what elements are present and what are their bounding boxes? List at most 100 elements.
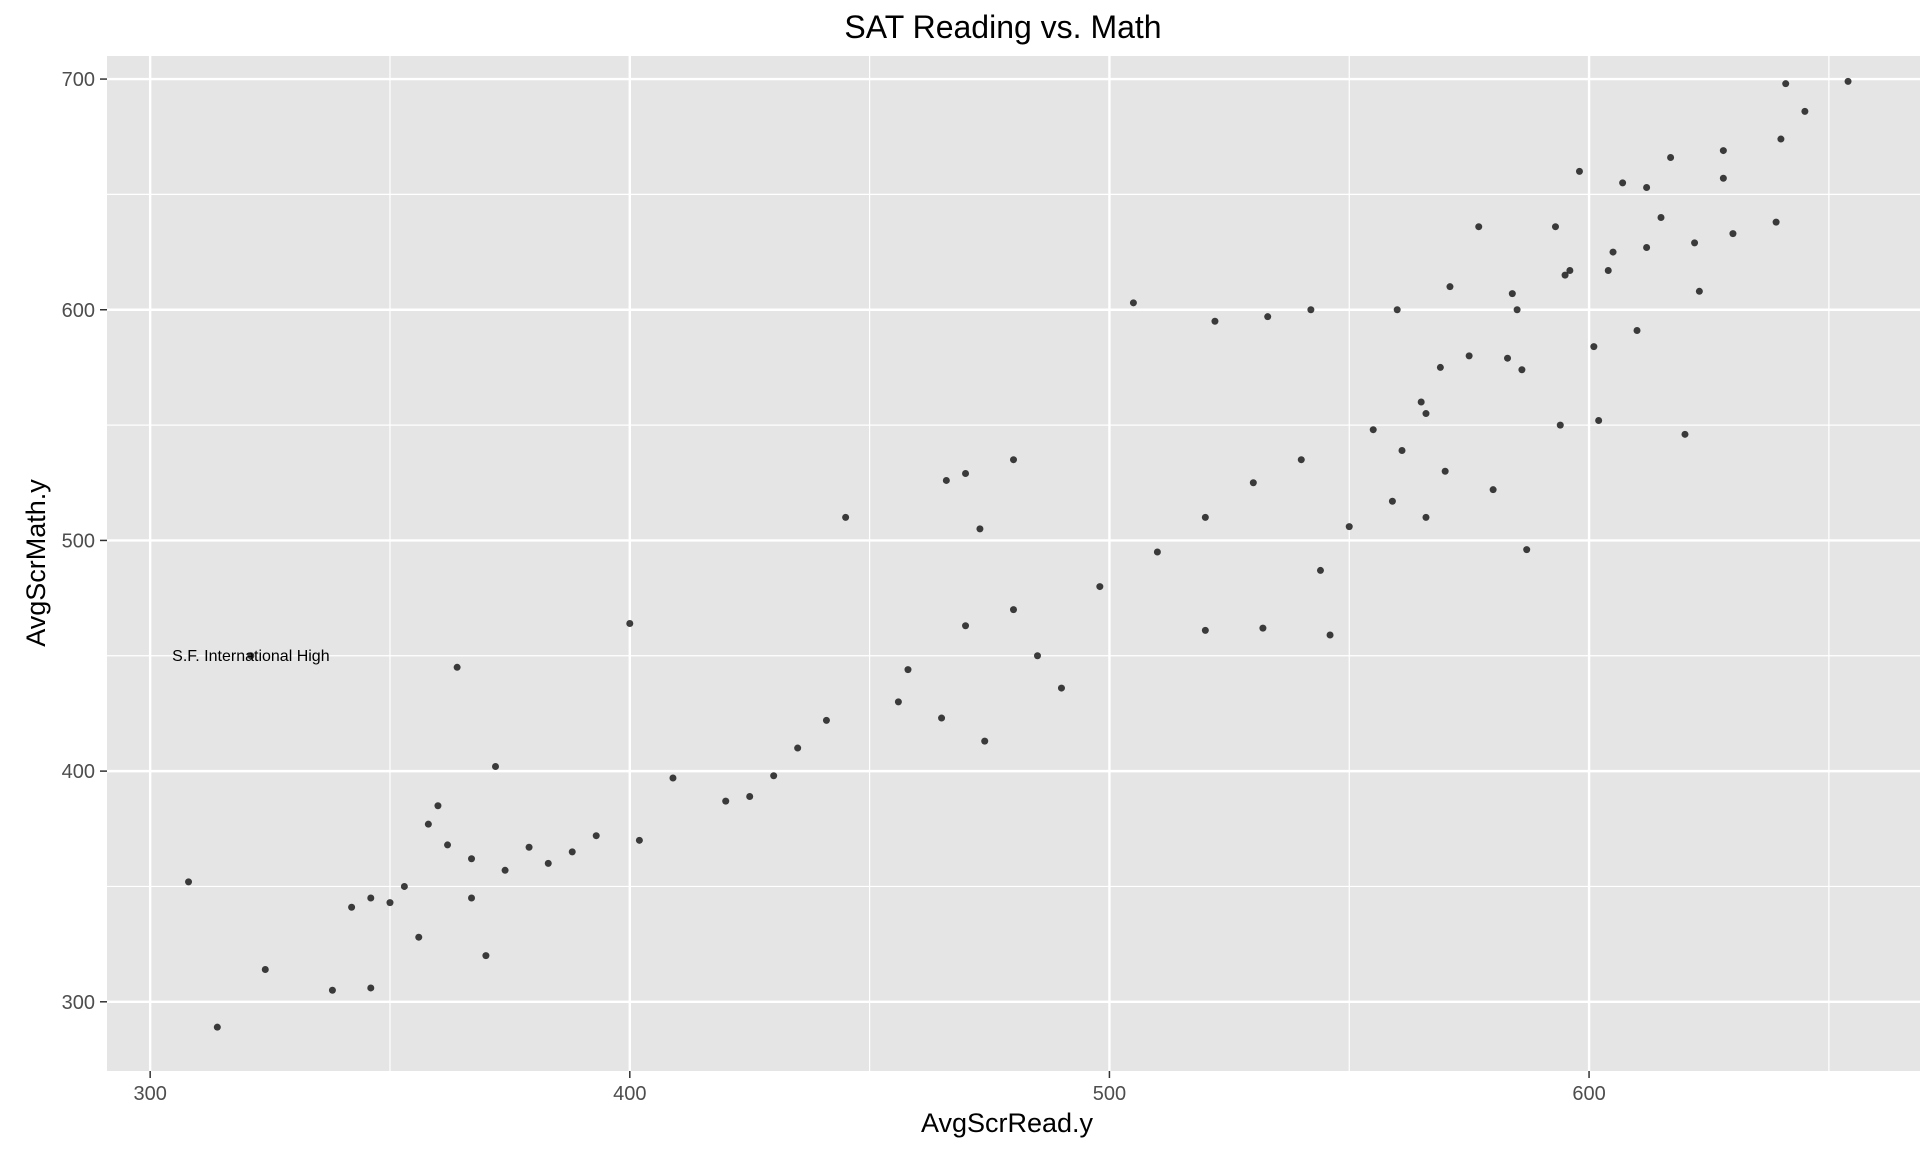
data-point xyxy=(1772,218,1780,226)
data-point xyxy=(1561,271,1569,279)
data-point xyxy=(669,774,677,782)
y-tick-label: 600 xyxy=(62,300,95,322)
data-point xyxy=(328,986,336,994)
data-point xyxy=(1489,486,1497,494)
data-point xyxy=(1326,631,1334,639)
data-point xyxy=(501,866,509,874)
data-point xyxy=(1643,183,1651,191)
data-point xyxy=(1388,497,1396,505)
data-point xyxy=(1259,624,1267,632)
data-point xyxy=(544,859,552,867)
data-point xyxy=(444,841,452,849)
data-point xyxy=(1096,583,1104,591)
data-point xyxy=(822,716,830,724)
data-point xyxy=(400,882,408,890)
data-point xyxy=(1556,421,1564,429)
data-point xyxy=(247,652,255,660)
x-tick-label: 600 xyxy=(1572,1083,1605,1105)
data-point xyxy=(1422,410,1430,418)
plot-panel xyxy=(107,56,1920,1071)
data-point xyxy=(635,836,643,844)
data-point xyxy=(525,843,533,851)
data-points xyxy=(185,77,1852,1031)
data-point xyxy=(1475,223,1483,231)
x-tick-label: 300 xyxy=(133,1083,166,1105)
data-point xyxy=(482,952,490,960)
data-point xyxy=(1436,363,1444,371)
data-point xyxy=(568,848,576,856)
data-point xyxy=(1513,306,1521,314)
data-point xyxy=(1508,290,1516,298)
data-point xyxy=(1782,80,1790,88)
data-point xyxy=(492,763,499,770)
data-point xyxy=(1398,446,1406,454)
data-point xyxy=(1033,652,1041,660)
y-tick-label: 300 xyxy=(62,992,95,1014)
data-point xyxy=(1441,467,1449,475)
data-point xyxy=(1695,287,1703,295)
data-point xyxy=(1657,213,1665,221)
data-point xyxy=(1417,398,1425,406)
data-point xyxy=(938,714,946,722)
data-point xyxy=(1719,147,1727,155)
data-point xyxy=(1590,343,1598,351)
x-axis-title: AvgScrRead.y xyxy=(921,1108,1094,1138)
data-point xyxy=(1201,513,1209,521)
data-point xyxy=(1211,317,1219,325)
data-point xyxy=(261,966,269,973)
data-point xyxy=(962,470,970,478)
data-point xyxy=(1249,479,1257,487)
chart-title: SAT Reading vs. Math xyxy=(844,9,1161,45)
major-gridlines xyxy=(107,56,1920,1071)
data-point xyxy=(746,792,754,800)
data-point xyxy=(1604,267,1612,275)
x-tick-label: 400 xyxy=(613,1083,646,1105)
y-axis-title: AvgScrMath.y xyxy=(21,479,51,647)
data-point xyxy=(1057,684,1065,692)
data-point xyxy=(1566,267,1574,275)
data-point xyxy=(1010,606,1017,614)
data-point xyxy=(1667,154,1675,161)
annotations: S.F. International High xyxy=(172,648,329,665)
data-point xyxy=(794,744,802,752)
data-point xyxy=(213,1023,221,1031)
data-point xyxy=(1297,456,1305,464)
point-annotation: S.F. International High xyxy=(172,648,329,665)
data-point xyxy=(468,855,476,863)
data-point xyxy=(367,984,375,992)
data-point xyxy=(1719,174,1727,182)
data-point xyxy=(942,476,950,484)
data-point xyxy=(1595,416,1603,424)
data-point xyxy=(1609,248,1617,256)
data-point xyxy=(415,933,423,941)
data-point xyxy=(1010,456,1017,464)
data-point xyxy=(1422,513,1430,521)
data-point xyxy=(348,903,356,911)
data-point xyxy=(367,894,375,902)
data-point xyxy=(1691,239,1699,247)
data-point xyxy=(1129,299,1137,307)
data-point xyxy=(1153,548,1161,556)
data-point xyxy=(1264,313,1272,321)
data-point xyxy=(1504,354,1512,362)
data-point xyxy=(722,797,730,805)
data-point xyxy=(1393,306,1401,314)
data-point xyxy=(976,525,984,533)
data-point xyxy=(1446,283,1454,291)
y-axis-ticks: 300 400 500 600 700 xyxy=(62,69,107,1014)
data-point xyxy=(1801,107,1809,115)
data-point xyxy=(1643,243,1651,251)
data-point xyxy=(185,878,193,886)
y-tick-label: 700 xyxy=(62,69,95,91)
data-point xyxy=(1633,327,1641,335)
data-point xyxy=(1729,230,1737,238)
data-point xyxy=(1681,430,1689,438)
data-point xyxy=(962,622,970,630)
data-point xyxy=(592,832,600,840)
data-point xyxy=(770,772,778,780)
x-tick-label: 500 xyxy=(1093,1083,1126,1105)
data-point xyxy=(1201,626,1209,634)
data-point xyxy=(1575,167,1583,175)
